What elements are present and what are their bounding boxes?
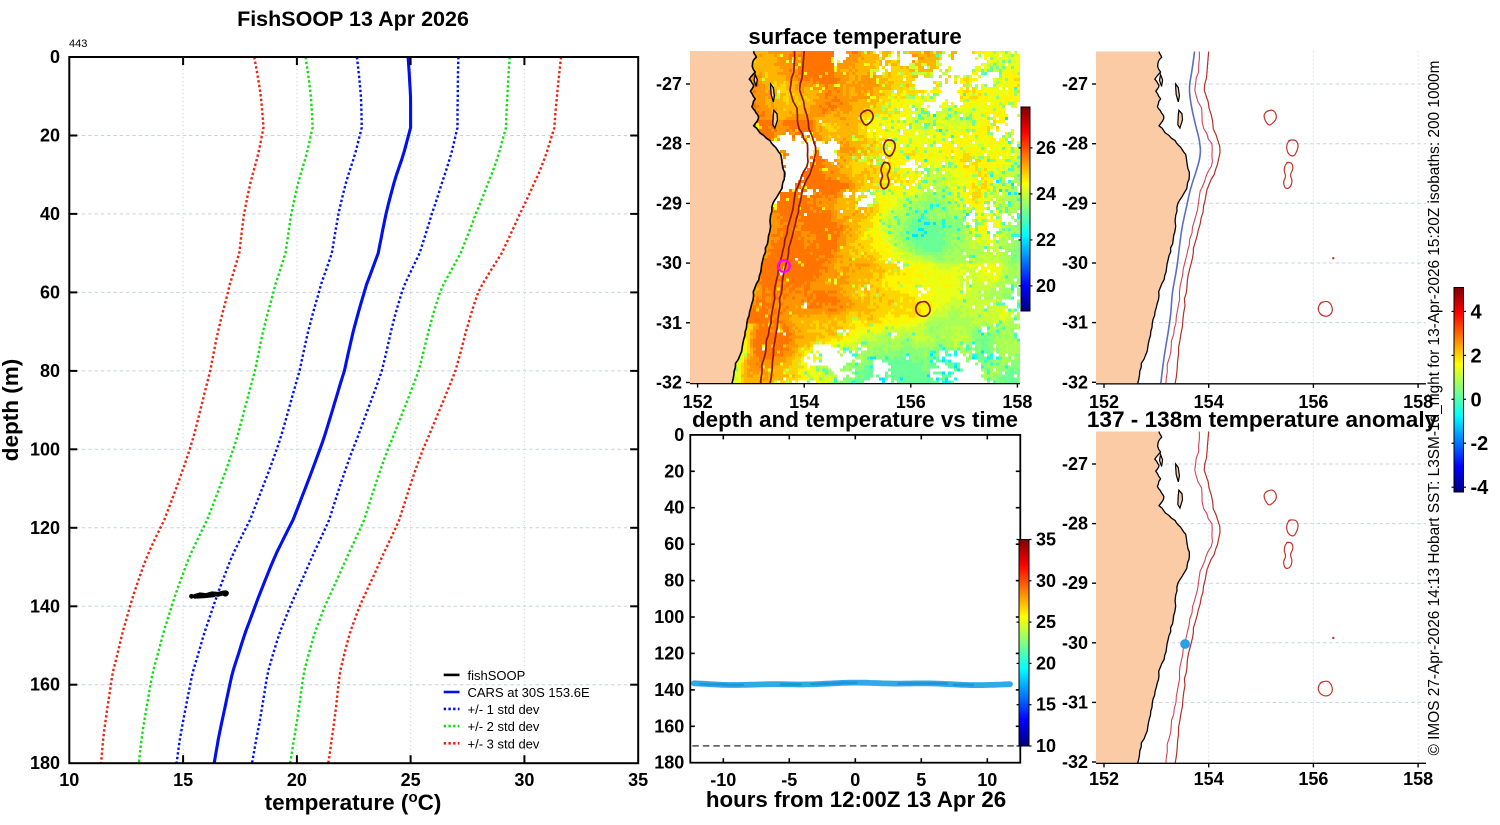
svg-text:158: 158 (1403, 392, 1433, 412)
svg-text:-31: -31 (656, 313, 682, 333)
svg-text:443: 443 (69, 38, 87, 50)
svg-text:4: 4 (1471, 301, 1483, 323)
svg-text:26: 26 (1036, 138, 1056, 158)
svg-text:25: 25 (401, 770, 421, 790)
svg-text:35: 35 (1036, 530, 1056, 550)
svg-text:-32: -32 (656, 373, 682, 393)
svg-text:40: 40 (40, 204, 60, 224)
svg-text:160: 160 (30, 675, 60, 695)
svg-text:-31: -31 (1062, 692, 1088, 712)
svg-text:100: 100 (654, 607, 684, 627)
svg-text:+/- 3 std dev: +/- 3 std dev (468, 736, 540, 751)
svg-text:80: 80 (40, 361, 60, 381)
svg-text:30: 30 (514, 770, 534, 790)
svg-text:20: 20 (1036, 276, 1056, 296)
svg-text:-2: -2 (1471, 433, 1489, 455)
svg-text:-29: -29 (1062, 573, 1088, 593)
svg-text:156: 156 (896, 392, 926, 412)
svg-text:temperature (oC): temperature (oC) (265, 789, 442, 815)
svg-text:120: 120 (654, 643, 684, 663)
svg-text:5: 5 (916, 770, 926, 790)
svg-text:100: 100 (30, 439, 60, 459)
svg-text:10: 10 (1036, 736, 1056, 756)
svg-text:60: 60 (664, 534, 684, 554)
svg-text:152: 152 (1089, 769, 1119, 789)
svg-text:158: 158 (1403, 769, 1433, 789)
svg-text:-27: -27 (656, 74, 682, 94)
svg-text:-29: -29 (656, 193, 682, 213)
svg-text:22: 22 (1036, 230, 1056, 250)
svg-text:40: 40 (664, 498, 684, 518)
svg-text:-27: -27 (1062, 454, 1088, 474)
svg-text:FishSOOP 13 Apr 2026: FishSOOP 13 Apr 2026 (237, 7, 469, 31)
svg-text:154: 154 (1194, 392, 1224, 412)
svg-text:140: 140 (654, 680, 684, 700)
svg-text:20: 20 (40, 126, 60, 146)
svg-text:-10: -10 (710, 770, 736, 790)
svg-text:156: 156 (1298, 769, 1328, 789)
svg-text:-28: -28 (1062, 134, 1088, 154)
svg-text:+/- 2 std dev: +/- 2 std dev (468, 719, 540, 734)
svg-text:20: 20 (664, 461, 684, 481)
svg-text:0: 0 (1471, 389, 1482, 411)
svg-text:2: 2 (1471, 345, 1482, 367)
svg-text:156: 156 (1298, 392, 1328, 412)
svg-text:152: 152 (1089, 392, 1119, 412)
svg-text:fishSOOP: fishSOOP (468, 668, 526, 683)
svg-text:15: 15 (1036, 695, 1056, 715)
svg-text:-30: -30 (1062, 253, 1088, 273)
svg-text:depth and temperature vs time: depth and temperature vs time (692, 407, 1018, 432)
svg-text:24: 24 (1036, 184, 1056, 204)
svg-text:-4: -4 (1471, 477, 1490, 499)
svg-text:80: 80 (664, 571, 684, 591)
svg-text:depth (m): depth (m) (0, 359, 23, 461)
svg-text:10: 10 (977, 770, 997, 790)
svg-text:30: 30 (1036, 571, 1056, 591)
svg-text:152: 152 (683, 392, 713, 412)
svg-text:154: 154 (789, 392, 819, 412)
svg-text:-28: -28 (1062, 514, 1088, 534)
svg-text:surface temperature: surface temperature (748, 24, 961, 49)
svg-text:0: 0 (850, 770, 860, 790)
svg-text:10: 10 (59, 770, 79, 790)
svg-text:35: 35 (628, 770, 648, 790)
svg-text:180: 180 (30, 753, 60, 773)
svg-text:-30: -30 (656, 253, 682, 273)
svg-text:140: 140 (30, 596, 60, 616)
svg-text:158: 158 (1002, 392, 1032, 412)
svg-text:137 - 138m temperature anomaly: 137 - 138m temperature anomaly (1087, 407, 1438, 432)
svg-text:CARS at 30S 153.6E: CARS at 30S 153.6E (468, 685, 590, 700)
svg-text:-29: -29 (1062, 193, 1088, 213)
svg-text:180: 180 (654, 753, 684, 773)
svg-text:-32: -32 (1062, 372, 1088, 392)
svg-text:20: 20 (1036, 653, 1056, 673)
svg-text:120: 120 (30, 518, 60, 538)
svg-text:-5: -5 (781, 770, 797, 790)
svg-text:25: 25 (1036, 612, 1056, 632)
svg-text:-31: -31 (1062, 313, 1088, 333)
svg-text:15: 15 (173, 770, 193, 790)
svg-text:60: 60 (40, 282, 60, 302)
svg-text:154: 154 (1194, 769, 1224, 789)
svg-text:© IMOS 27-Apr-2026 14:13 Hobar: © IMOS 27-Apr-2026 14:13 Hobart SST: L3S… (1426, 61, 1443, 756)
svg-text:0: 0 (50, 47, 60, 67)
svg-text:-32: -32 (1062, 752, 1088, 772)
svg-text:+/- 1 std dev: +/- 1 std dev (468, 702, 540, 717)
svg-text:-27: -27 (1062, 74, 1088, 94)
svg-text:-30: -30 (1062, 633, 1088, 653)
svg-text:20: 20 (287, 770, 307, 790)
svg-text:0: 0 (674, 425, 684, 445)
svg-text:-28: -28 (656, 134, 682, 154)
svg-text:hours from 12:00Z 13 Apr 26: hours from 12:00Z 13 Apr 26 (706, 787, 1006, 812)
svg-text:160: 160 (654, 716, 684, 736)
